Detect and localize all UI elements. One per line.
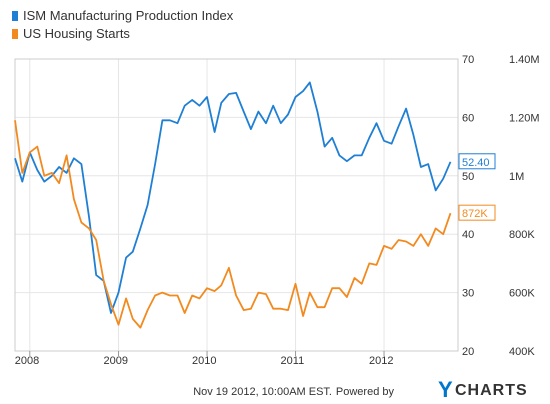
x-axis-tick-label: 2011 xyxy=(281,355,305,367)
series-end-value: 52.40 xyxy=(462,157,490,169)
left-axis-tick-label: 60 xyxy=(462,112,474,124)
footer-powered-by: Powered by xyxy=(336,386,395,398)
legend-swatch xyxy=(12,29,18,39)
x-axis-tick-label: 2012 xyxy=(369,355,393,367)
left-axis-tick-label: 40 xyxy=(462,229,474,241)
left-axis-tick-label: 30 xyxy=(462,288,474,300)
legend: ISM Manufacturing Production Index US Hou… xyxy=(12,8,234,41)
x-axis-tick-label: 2009 xyxy=(104,355,128,367)
gridlines xyxy=(15,59,458,351)
plot-frame xyxy=(14,58,459,352)
left-axis-tick-label: 70 xyxy=(462,54,474,66)
series-end-label: 872K xyxy=(458,204,496,221)
x-axis: 2008 2009 2010 2011 2012 xyxy=(15,351,394,367)
right-axis-tick-label: 400K xyxy=(509,346,535,358)
series-line[interactable] xyxy=(14,120,452,329)
right-axis-tick-label: 1M xyxy=(509,171,524,183)
series-end-value: 872K xyxy=(462,208,488,220)
right-axis-tick-label: 800K xyxy=(509,229,535,241)
legend-swatch xyxy=(12,11,18,21)
right-axis-tick-label: 1.20M xyxy=(509,112,540,124)
ycharts-logo-y: Y xyxy=(438,377,453,402)
ycharts-logo-text: CHARTS xyxy=(455,382,528,399)
series-lines xyxy=(14,81,452,329)
right-axis: 400K 600K 800K 1M 1.20M 1.40M xyxy=(509,54,540,358)
legend-label[interactable]: ISM Manufacturing Production Index xyxy=(23,8,234,23)
legend-label[interactable]: US Housing Starts xyxy=(23,26,130,41)
footer-timestamp: Nov 19 2012, 10:00AM EST. xyxy=(193,386,332,398)
footer: Nov 19 2012, 10:00AM EST. Powered by Y C… xyxy=(193,377,528,402)
series-line[interactable] xyxy=(14,81,452,314)
x-axis-tick-label: 2010 xyxy=(192,355,216,367)
left-axis-tick-label: 20 xyxy=(462,346,474,358)
series-end-label: 52.40 xyxy=(458,153,496,170)
right-axis-tick-label: 600K xyxy=(509,288,535,300)
end-labels: 52.40 872K xyxy=(458,153,496,221)
left-axis-tick-label: 50 xyxy=(462,171,474,183)
left-axis: 20 30 40 50 60 70 xyxy=(462,54,474,358)
x-axis-tick-label: 2008 xyxy=(15,355,39,367)
right-axis-tick-label: 1.40M xyxy=(509,54,540,66)
